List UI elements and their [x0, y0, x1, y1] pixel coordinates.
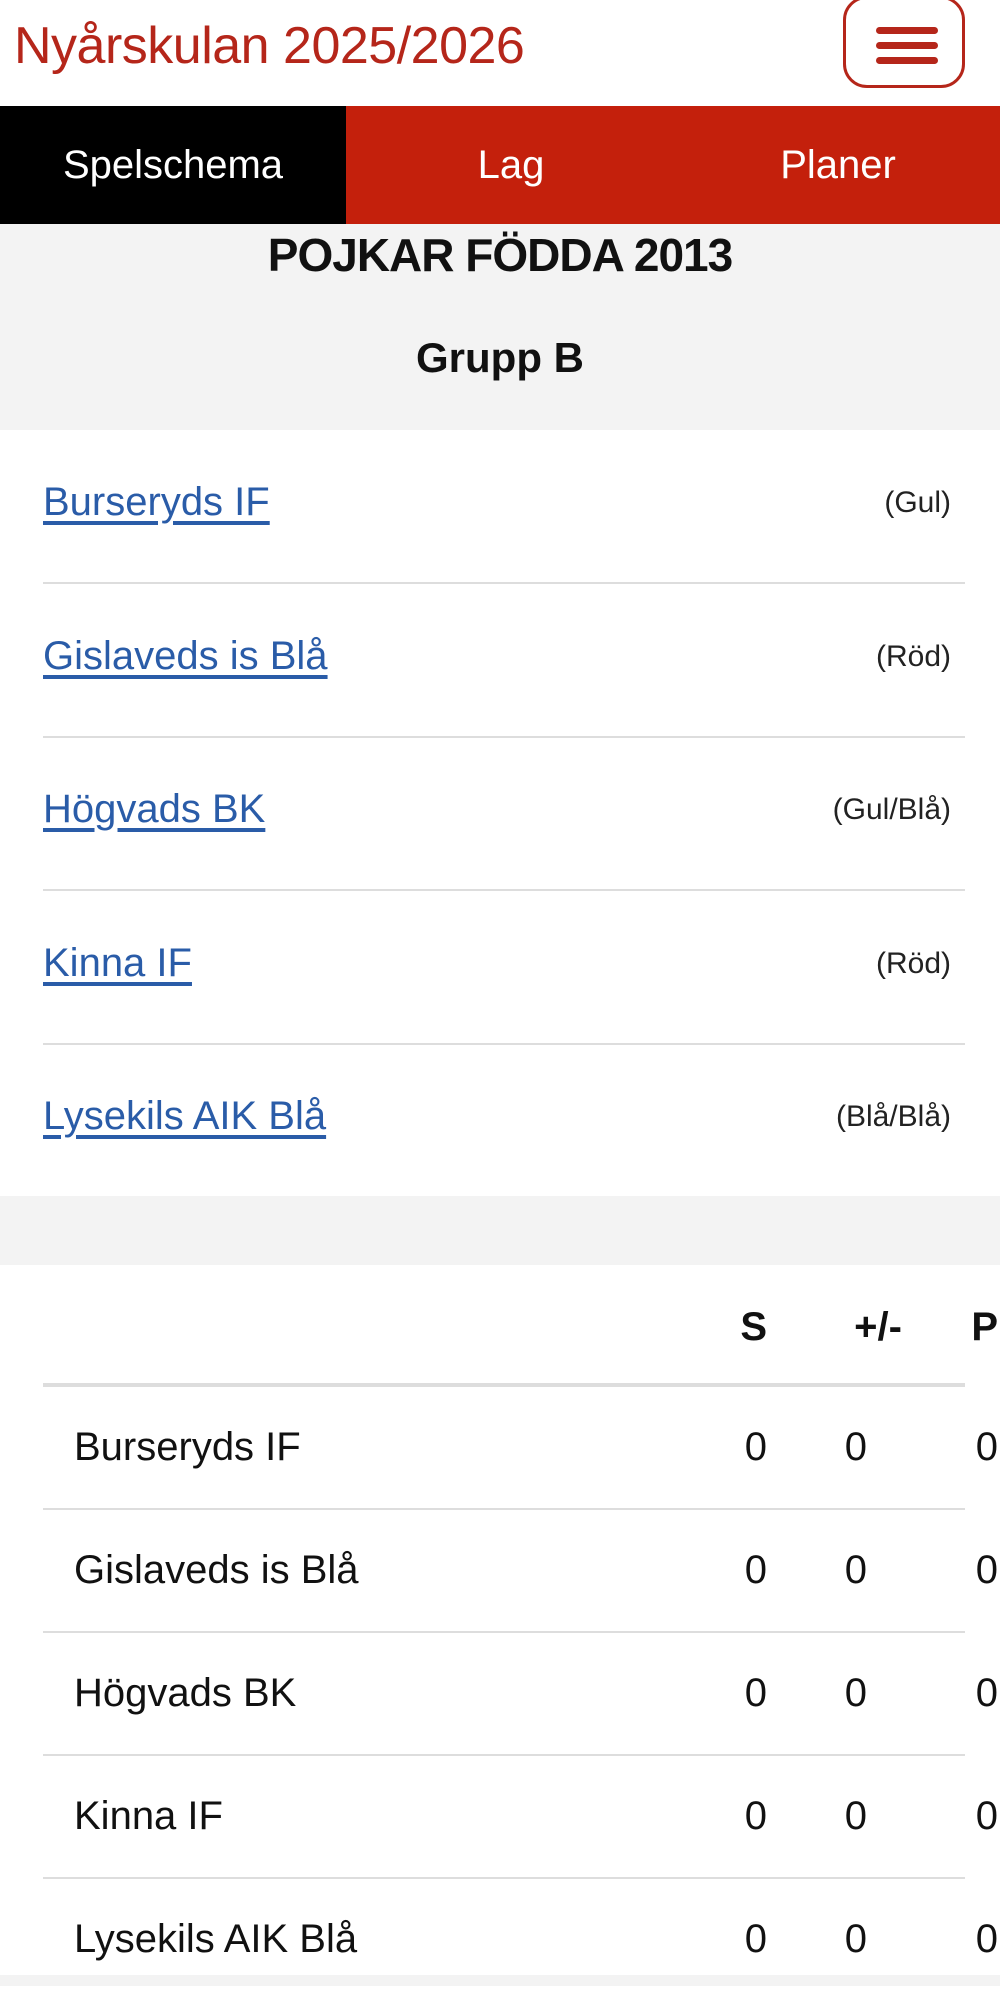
team-colors: (Gul)	[884, 486, 951, 519]
team-colors: (Blå/Blå)	[835, 1100, 951, 1133]
col-header-p: P	[971, 1305, 998, 1349]
divider-band	[0, 1196, 1000, 1265]
table-row: Kinna IF 0 0 0	[43, 1756, 998, 1879]
team-colors: (Röd)	[875, 946, 951, 980]
team-name: Högvads BK	[74, 1671, 297, 1715]
site-title[interactable]: Nyårskulan 2025/2026	[14, 17, 525, 75]
tab-spelschema[interactable]: Spelschema	[0, 106, 346, 224]
team-link[interactable]: Kinna IF	[43, 940, 192, 985]
stat-value: 0	[975, 1425, 998, 1469]
team-link[interactable]: Lysekils AIK Blå	[43, 1094, 327, 1138]
hamburger-icon-line	[876, 57, 938, 64]
stat-value: 0	[744, 1917, 767, 1961]
hamburger-icon	[876, 27, 938, 34]
team-name: Lysekils AIK Blå	[74, 1917, 358, 1961]
table-row: Burseryds IF 0 0 0	[43, 1387, 998, 1510]
stat-value: 0	[844, 1917, 867, 1961]
nav-tabs: Spelschema Lag Planer	[0, 106, 1000, 224]
stat-value: 0	[844, 1548, 867, 1592]
team-link[interactable]: Högvads BK	[43, 787, 266, 831]
team-list-item: Högvads BK (Gul/Blå)	[43, 737, 965, 891]
stat-value: 0	[975, 1917, 998, 1961]
col-header-diff: +/-	[854, 1305, 902, 1349]
team-name: Gislaveds is Blå	[74, 1548, 359, 1592]
tab-lag[interactable]: Lag	[477, 142, 545, 187]
section-title: POJKAR FÖDDA 2013	[267, 229, 733, 281]
stat-value: 0	[744, 1425, 767, 1469]
footer-band	[0, 1975, 1000, 1986]
stat-value: 0	[844, 1671, 867, 1715]
stat-value: 0	[975, 1794, 998, 1838]
team-colors: (Gul/Blå)	[832, 793, 951, 826]
team-link[interactable]: Burseryds IF	[43, 480, 270, 524]
stat-value: 0	[844, 1425, 867, 1469]
group-title: Grupp B	[416, 334, 584, 381]
standings-header: S +/- P	[43, 1265, 998, 1387]
table-row: Lysekils AIK Blå 0 0 0	[43, 1879, 998, 2002]
team-name: Kinna IF	[74, 1794, 223, 1838]
table-row: Högvads BK 0 0 0	[43, 1633, 998, 1756]
stat-value: 0	[844, 1794, 867, 1838]
section-header: POJKAR FÖDDA 2013 Grupp B	[0, 224, 1000, 430]
table-row: Gislaveds is Blå 0 0 0	[43, 1510, 998, 1633]
team-list-item: Gislaveds is Blå (Röd)	[43, 584, 965, 738]
stat-value: 0	[744, 1671, 767, 1715]
team-colors: (Röd)	[875, 639, 951, 673]
menu-button[interactable]	[843, 0, 965, 88]
team-list-item: Lysekils AIK Blå (Blå/Blå)	[43, 1044, 965, 1198]
stat-value: 0	[975, 1671, 998, 1715]
team-list-item: Kinna IF (Röd)	[43, 891, 965, 1045]
stat-value: 0	[975, 1548, 998, 1592]
col-header-s: S	[740, 1305, 767, 1349]
hamburger-icon-line	[876, 42, 938, 49]
team-link[interactable]: Gislaveds is Blå	[43, 633, 328, 678]
stat-value: 0	[744, 1794, 767, 1838]
team-list-item: Burseryds IF (Gul)	[43, 430, 965, 584]
team-name: Burseryds IF	[74, 1425, 301, 1469]
stat-value: 0	[744, 1548, 767, 1592]
tab-planer[interactable]: Planer	[780, 142, 896, 187]
